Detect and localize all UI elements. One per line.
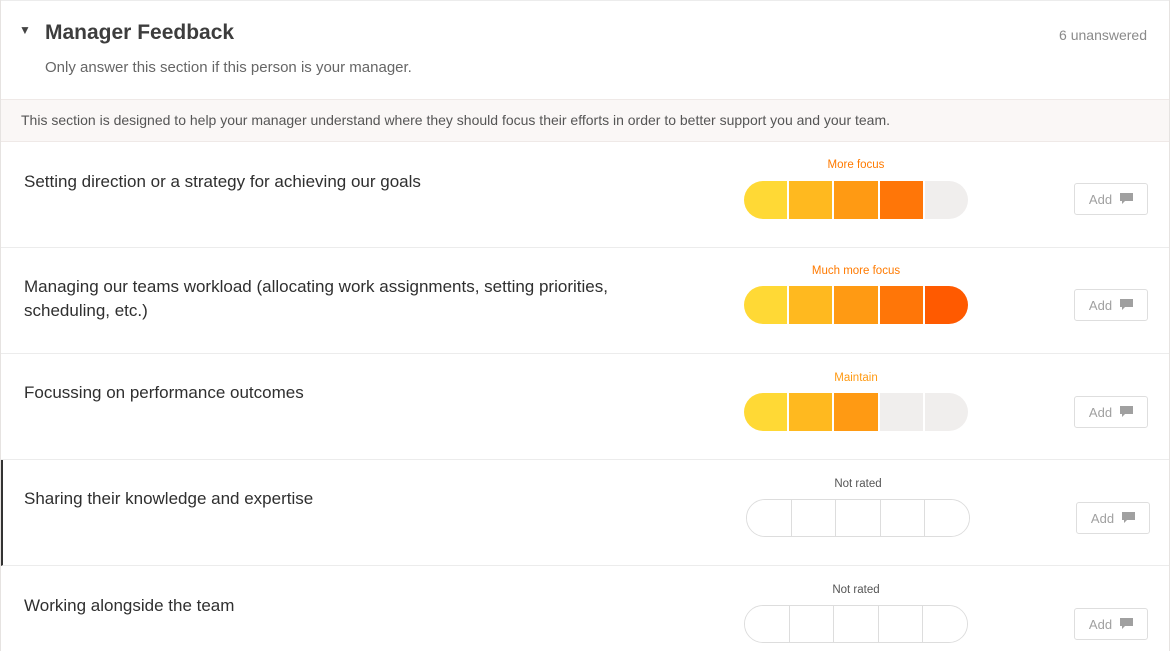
question-text: Sharing their knowledge and expertise [24, 489, 314, 508]
rating-segment-5[interactable] [922, 606, 967, 642]
rating-segment-2[interactable] [787, 393, 833, 431]
rating-label: Not rated [834, 478, 882, 490]
rating-segment-5[interactable] [922, 286, 968, 324]
rating-segment-3[interactable] [832, 393, 878, 431]
rating-label: Not rated [832, 584, 880, 596]
add-comment-label: Add [1088, 191, 1113, 207]
rating-segment-2[interactable] [787, 181, 833, 219]
add-comment-label: Add [1088, 404, 1113, 420]
rating-segment-3[interactable] [833, 606, 878, 642]
rating-segment-4[interactable] [877, 286, 923, 324]
add-comment-button[interactable]: Add [1074, 608, 1148, 640]
add-comment-button[interactable]: Add [1074, 289, 1148, 321]
rating-segment-1[interactable] [744, 286, 788, 324]
question-text: Focussing on performance outcomes [24, 383, 304, 402]
collapse-toggle-icon[interactable]: ▼ [19, 23, 31, 37]
rating-scale[interactable] [744, 181, 968, 219]
rating-segment-3[interactable] [832, 181, 878, 219]
rating-segment-5[interactable] [922, 393, 968, 431]
question-row: Setting direction or a strategy for achi… [1, 142, 1169, 248]
rating-label: Maintain [834, 372, 878, 384]
rating-scale[interactable] [744, 605, 968, 643]
rating-segment-2[interactable] [788, 606, 834, 642]
rating-scale[interactable] [746, 499, 970, 537]
rating-segment-2[interactable] [790, 500, 836, 536]
manager-feedback-card: ▼ Manager Feedback Only answer this sect… [0, 0, 1170, 651]
rating-segment-1[interactable] [747, 500, 791, 536]
add-comment-button[interactable]: Add [1074, 396, 1148, 428]
rating-segment-1[interactable] [744, 393, 788, 431]
rating-scale[interactable] [744, 393, 968, 431]
rating-segment-1[interactable] [745, 606, 789, 642]
rating-segment-2[interactable] [787, 286, 833, 324]
section-header: ▼ Manager Feedback Only answer this sect… [1, 0, 1169, 99]
comment-icon [1120, 406, 1134, 417]
rating-segment-4[interactable] [879, 500, 925, 536]
rating-scale[interactable] [744, 286, 968, 324]
add-comment-label: Add [1088, 297, 1113, 313]
rating-segment-5[interactable] [924, 500, 969, 536]
comment-icon [1120, 618, 1134, 629]
question-row: Sharing their knowledge and expertise No… [1, 460, 1169, 566]
section-title: Manager Feedback [45, 21, 235, 44]
comment-icon [1122, 512, 1136, 523]
rating-segment-3[interactable] [832, 286, 878, 324]
question-row: Working alongside the team Not rated Add [1, 566, 1169, 672]
add-comment-button[interactable]: Add [1076, 502, 1150, 534]
rating-segment-3[interactable] [835, 500, 880, 536]
add-comment-label: Add [1090, 510, 1115, 526]
rating-segment-4[interactable] [877, 181, 923, 219]
comment-icon [1120, 193, 1134, 204]
rating-label: More focus [827, 159, 885, 171]
question-row: Managing our teams workload (allocating … [1, 248, 1169, 354]
question-text: Working alongside the team [24, 596, 235, 615]
rating-segment-5[interactable] [922, 181, 968, 219]
question-text: Setting direction or a strategy for achi… [24, 172, 421, 191]
rating-label: Much more focus [811, 265, 901, 277]
rating-segment-4[interactable] [877, 606, 923, 642]
rating-segment-4[interactable] [877, 393, 923, 431]
unanswered-count: 6 unanswered [1059, 27, 1147, 43]
add-comment-button[interactable]: Add [1074, 183, 1148, 215]
comment-icon [1120, 299, 1134, 310]
section-note: This section is designed to help your ma… [1, 99, 1169, 142]
add-comment-label: Add [1088, 616, 1113, 632]
rating-segment-1[interactable] [744, 181, 788, 219]
question-row: Focussing on performance outcomes Mainta… [1, 354, 1169, 460]
question-text: Managing our teams workload (allocating … [24, 277, 608, 320]
section-subtitle: Only answer this section if this person … [45, 59, 412, 76]
